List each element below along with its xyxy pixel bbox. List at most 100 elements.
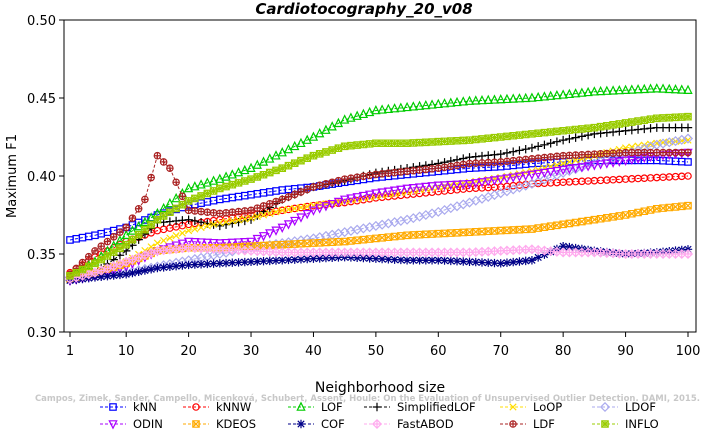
series-point-lof [364, 106, 375, 117]
series-point-kdeos [347, 237, 355, 245]
series-point-lof [664, 83, 674, 94]
series-ldf [66, 148, 692, 278]
series-point-lof [645, 83, 656, 93]
y-tick-label: 0.35 [27, 248, 56, 263]
series-point-ldf [646, 148, 655, 157]
series-point-inflo [216, 184, 224, 193]
series-point-kdeos [528, 225, 536, 233]
series-point-loop [191, 225, 199, 233]
series-point-inflo [521, 130, 530, 139]
series-point-inflo [496, 133, 505, 141]
legend-marker-knnw [192, 403, 200, 411]
series-point-cof [184, 260, 193, 270]
x-tick-label: 10 [118, 344, 135, 359]
legend-label: LOF [321, 400, 343, 414]
legend-label: LDOF [625, 400, 656, 414]
series-point-kdeos [634, 208, 642, 217]
series-point-ldf [84, 253, 93, 261]
series-point-inflo [415, 138, 424, 147]
series-point-ldf [340, 175, 349, 183]
series-point-ldf [571, 151, 580, 159]
series-point-ldf [528, 155, 536, 163]
series-point-ldf [384, 169, 393, 177]
series-point-cof [128, 268, 137, 278]
series-point-ldf [559, 152, 567, 160]
series-point-odin [489, 176, 500, 186]
series-point-cof [315, 254, 324, 263]
series-point-lof [539, 91, 550, 101]
series-point-odin [564, 165, 575, 175]
series-point-inflo [465, 136, 474, 144]
series-point-odin [521, 171, 531, 181]
series-point-inflo [628, 118, 636, 126]
series-point-lof [402, 101, 412, 112]
series-point-ldf [253, 204, 262, 212]
series-point-inflo [372, 139, 380, 148]
series-point-ldf [684, 148, 692, 157]
series-point-lof [564, 88, 575, 99]
series-point-ldf [334, 176, 343, 185]
series-point-lof [527, 92, 537, 102]
series-point-lof [133, 221, 144, 231]
series-point-cof [190, 260, 200, 269]
series-point-kdeos [496, 226, 505, 235]
series-point-lof [514, 93, 525, 103]
series-point-odin [408, 184, 419, 194]
series-point-simplifiedlof [196, 217, 206, 227]
series-point-ldf [265, 200, 274, 208]
series-point-inflo [509, 131, 518, 140]
series-point-ldf [490, 158, 499, 166]
series-point-odin [221, 238, 231, 249]
series-point-lof [471, 95, 481, 105]
series-point-loop [259, 211, 268, 219]
series-point-odin [265, 229, 275, 239]
series-point-inflo [409, 139, 418, 147]
series-point-inflo [103, 252, 112, 260]
legend-marker-loop [509, 403, 517, 411]
series-point-lof [140, 216, 150, 226]
series-point-kdeos [684, 201, 692, 210]
series-point-simplifiedlof [484, 151, 493, 160]
series-point-inflo [122, 240, 130, 249]
series-point-ldf [247, 206, 255, 215]
series-point-odin [514, 172, 525, 182]
series-point-lof [127, 225, 138, 235]
series-point-ldf [465, 159, 474, 168]
legend-item-simplifiedlof: SimplifiedLOF [364, 400, 476, 414]
series-point-odin [333, 197, 344, 208]
series-point-ldf [446, 162, 455, 171]
series-point-lof [533, 91, 543, 102]
legend-item-odin: ODIN [100, 417, 163, 431]
series-point-odin [296, 213, 306, 223]
series-point-kdeos [546, 222, 555, 231]
series-point-ldf [353, 173, 361, 181]
series-point-kdeos [353, 236, 361, 245]
series-point-lof [339, 114, 350, 124]
series-point-odin [427, 182, 437, 192]
series-point-ldf [478, 159, 486, 167]
series-point-cof [490, 258, 499, 268]
legend-label: LDF [533, 417, 555, 431]
series-point-inflo [446, 137, 455, 145]
series-point-odin [364, 190, 375, 200]
series-point-lof [439, 98, 450, 108]
series-point-kdeos [422, 230, 430, 239]
series-point-lof [427, 99, 437, 109]
legend-marker-ldf [509, 420, 517, 428]
series-point-kdeos [603, 214, 611, 222]
series-point-lof [165, 197, 175, 208]
legend-label: SimplifiedLOF [397, 400, 476, 414]
series-point-inflo [428, 138, 436, 146]
series-point-inflo [603, 121, 611, 130]
series-point-ldf [278, 195, 287, 204]
series-point-lof [389, 103, 400, 113]
series-point-ldf [222, 209, 230, 217]
series-point-cof [465, 257, 474, 266]
series-point-ldf [640, 148, 649, 157]
series-point-cof [303, 254, 312, 264]
series-point-kdeos [553, 221, 561, 230]
series-point-odin [202, 238, 213, 248]
series-point-ldf [184, 206, 193, 215]
series-point-simplifiedlof [571, 133, 580, 142]
series-point-simplifiedlof [546, 139, 555, 148]
